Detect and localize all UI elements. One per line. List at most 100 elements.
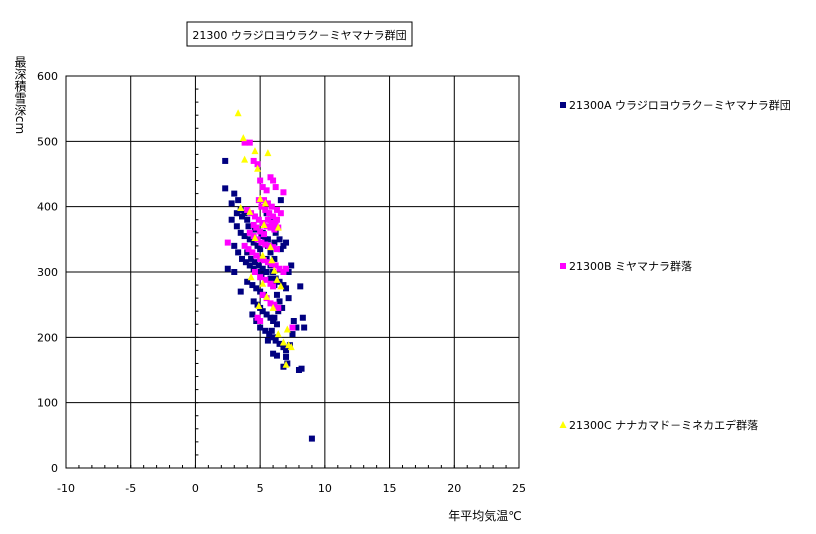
data-point <box>264 200 271 207</box>
data-point <box>273 291 280 298</box>
y-tick-label: 300 <box>37 266 58 279</box>
data-point <box>271 255 278 262</box>
data-point <box>250 265 257 272</box>
data-point <box>276 236 283 243</box>
data-point <box>242 259 249 266</box>
data-point <box>282 360 290 368</box>
data-point <box>235 249 242 256</box>
data-point <box>224 239 231 246</box>
data-point <box>270 213 277 220</box>
data-point <box>273 246 280 253</box>
data-point <box>261 257 268 264</box>
data-point <box>253 252 260 259</box>
data-points <box>222 109 315 442</box>
data-point <box>280 189 287 196</box>
data-point <box>262 206 269 213</box>
data-point <box>272 262 279 269</box>
data-point <box>244 206 251 213</box>
data-point <box>283 285 290 292</box>
data-point <box>280 344 287 351</box>
data-point <box>233 210 240 217</box>
data-point <box>268 203 275 210</box>
data-point <box>269 303 277 311</box>
data-point <box>275 308 282 315</box>
data-point <box>259 308 266 315</box>
data-point <box>262 241 269 248</box>
data-point <box>268 256 276 264</box>
data-point <box>249 249 256 256</box>
data-point <box>268 220 275 226</box>
data-point <box>251 234 259 242</box>
data-point <box>261 231 268 238</box>
data-point <box>263 269 270 275</box>
data-point <box>273 216 280 223</box>
data-point <box>273 275 281 283</box>
data-point <box>270 177 277 184</box>
data-point <box>244 278 251 285</box>
data-point <box>257 255 264 262</box>
data-point <box>267 300 274 307</box>
data-point <box>260 220 268 228</box>
data-point <box>256 194 264 202</box>
data-point <box>241 242 248 249</box>
data-point <box>283 239 290 246</box>
data-point <box>279 338 287 346</box>
data-point <box>263 311 270 318</box>
data-point <box>264 259 271 266</box>
data-point <box>255 262 262 269</box>
data-point <box>264 216 271 223</box>
data-point <box>287 343 295 351</box>
data-point <box>254 314 261 321</box>
data-point <box>257 288 264 295</box>
x-tick-label: -5 <box>125 482 136 495</box>
data-point <box>293 324 300 331</box>
data-point <box>270 318 277 324</box>
data-point <box>251 147 259 155</box>
y-tick-label: 0 <box>51 462 58 475</box>
data-point <box>228 200 235 207</box>
data-point <box>234 109 242 117</box>
data-point <box>274 223 282 231</box>
data-point <box>267 249 274 256</box>
data-point <box>289 331 296 338</box>
legend-marker-3 <box>559 421 567 428</box>
data-point <box>251 269 258 275</box>
data-point <box>250 157 257 164</box>
data-point <box>267 275 274 282</box>
data-point <box>266 210 273 217</box>
data-point <box>264 236 271 243</box>
data-point <box>261 197 268 204</box>
data-point <box>285 295 292 302</box>
data-point <box>254 164 262 172</box>
data-point <box>271 239 278 246</box>
data-point <box>255 216 262 223</box>
x-tick-label: 10 <box>318 482 332 495</box>
data-point <box>249 311 256 318</box>
data-point <box>224 265 231 272</box>
data-point <box>270 266 278 274</box>
data-point <box>262 327 269 334</box>
data-point <box>258 239 265 246</box>
data-point <box>250 233 257 240</box>
data-point <box>283 325 291 333</box>
data-point <box>246 207 254 215</box>
data-point <box>253 224 260 231</box>
data-point <box>258 203 265 210</box>
data-point <box>246 229 253 236</box>
data-point <box>231 190 238 197</box>
legend-label-3: 21300C ナナカマド－ミネカエデ群落 <box>569 418 758 432</box>
data-point <box>228 216 235 223</box>
data-point <box>237 229 244 236</box>
data-point <box>253 318 260 324</box>
data-point <box>259 251 267 259</box>
data-point <box>280 282 287 289</box>
data-point <box>257 318 264 324</box>
data-point <box>257 246 264 253</box>
data-point <box>283 347 290 354</box>
title-box <box>186 21 413 47</box>
data-point <box>259 279 267 287</box>
y-axis-label: 最深積雪深cm <box>13 55 27 134</box>
data-point <box>273 352 280 359</box>
data-point <box>264 337 271 344</box>
